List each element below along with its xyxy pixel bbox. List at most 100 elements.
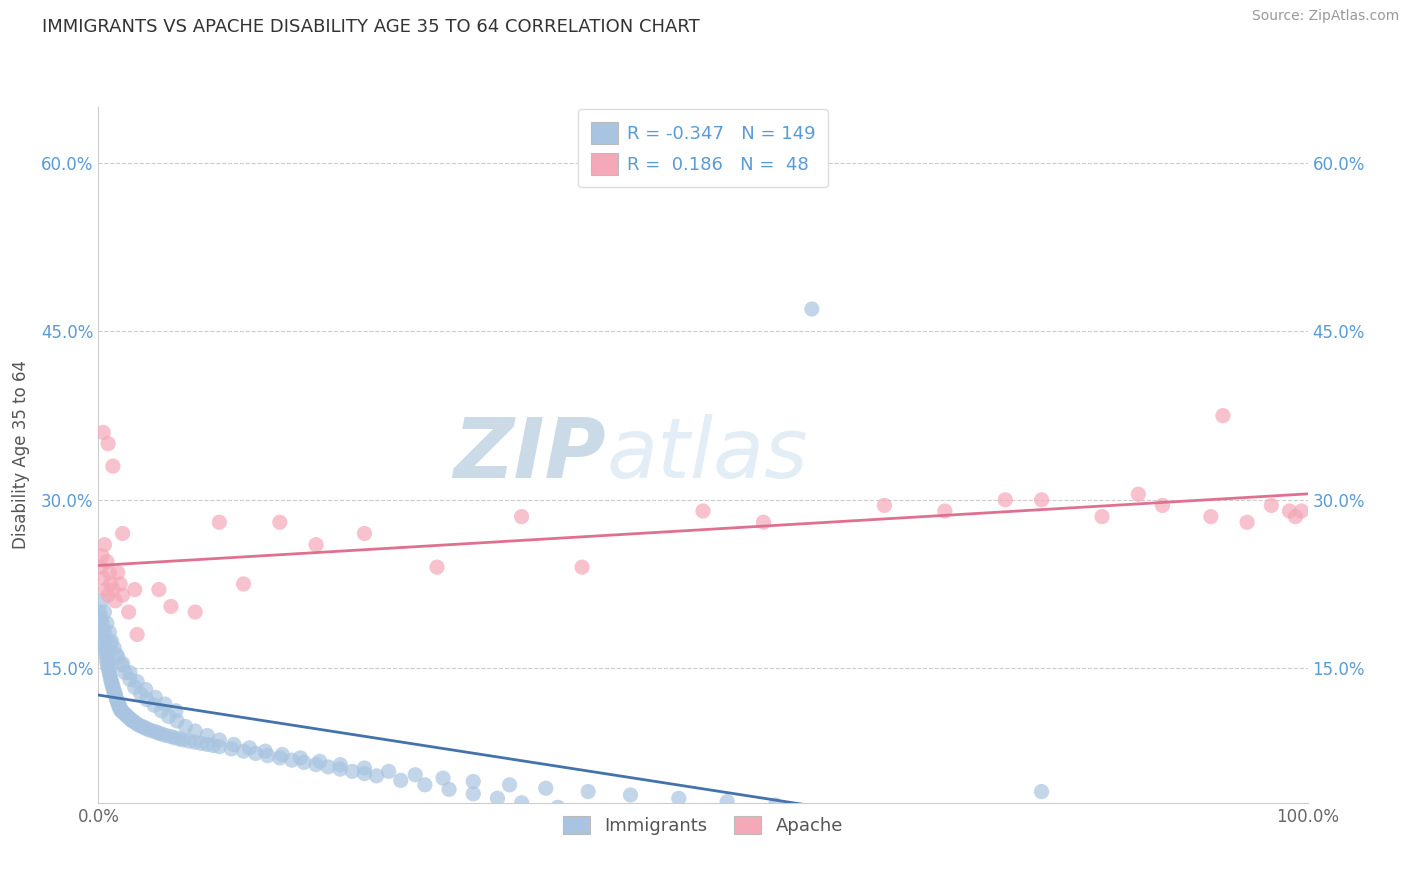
Point — [103, 686, 125, 700]
Point — [329, 757, 352, 772]
Point — [91, 627, 114, 641]
Point — [105, 692, 128, 706]
Point — [155, 729, 177, 743]
Point — [534, 781, 557, 796]
Point — [752, 515, 775, 529]
Point — [110, 704, 132, 718]
Point — [90, 560, 112, 574]
Point — [105, 691, 128, 706]
Point — [184, 723, 207, 738]
Point — [91, 616, 114, 631]
Point — [463, 787, 485, 801]
Point — [571, 560, 593, 574]
Point — [692, 813, 714, 827]
Point — [184, 605, 207, 619]
Point — [1236, 515, 1258, 529]
Point — [547, 800, 569, 814]
Point — [98, 666, 121, 681]
Point — [281, 753, 304, 767]
Point — [96, 652, 118, 666]
Point — [117, 709, 139, 723]
Point — [1031, 784, 1053, 798]
Point — [94, 648, 117, 662]
Point — [1115, 822, 1137, 837]
Point — [143, 690, 166, 705]
Point — [114, 707, 136, 722]
Point — [96, 616, 118, 631]
Point — [152, 727, 174, 741]
Point — [208, 733, 231, 747]
Point — [1284, 509, 1306, 524]
Point — [269, 515, 291, 529]
Point — [308, 754, 330, 768]
Text: Source: ZipAtlas.com: Source: ZipAtlas.com — [1251, 9, 1399, 23]
Point — [437, 782, 460, 797]
Point — [108, 703, 131, 717]
Point — [118, 605, 141, 619]
Point — [97, 588, 120, 602]
Point — [174, 719, 197, 733]
Point — [166, 714, 188, 728]
Point — [89, 605, 111, 619]
Point — [97, 436, 120, 450]
Point — [1152, 499, 1174, 513]
Point — [202, 739, 225, 753]
Point — [994, 492, 1017, 507]
Point — [160, 730, 183, 744]
Point — [108, 698, 131, 713]
Point — [377, 764, 399, 779]
Point — [245, 747, 267, 761]
Point — [134, 721, 156, 735]
Point — [90, 610, 112, 624]
Point — [91, 549, 114, 563]
Point — [195, 729, 218, 743]
Point — [111, 657, 134, 671]
Point — [118, 665, 141, 680]
Point — [93, 605, 115, 619]
Point — [254, 744, 277, 758]
Point — [108, 699, 131, 714]
Point — [486, 791, 509, 805]
Point — [91, 571, 114, 585]
Point — [112, 706, 135, 720]
Point — [195, 738, 218, 752]
Point — [101, 582, 124, 597]
Point — [498, 778, 520, 792]
Point — [148, 726, 170, 740]
Point — [305, 757, 328, 772]
Point — [576, 784, 599, 798]
Text: atlas: atlas — [606, 415, 808, 495]
Point — [1091, 509, 1114, 524]
Point — [1212, 409, 1234, 423]
Point — [510, 509, 533, 524]
Point — [692, 504, 714, 518]
Point — [107, 695, 129, 709]
Point — [98, 625, 121, 640]
Point — [127, 717, 149, 731]
Point — [124, 680, 146, 694]
Point — [100, 636, 122, 650]
Point — [208, 515, 231, 529]
Point — [135, 692, 157, 706]
Point — [97, 661, 120, 675]
Point — [1291, 504, 1313, 518]
Point — [124, 714, 146, 729]
Point — [103, 683, 125, 698]
Point — [96, 555, 118, 569]
Point — [353, 761, 375, 775]
Point — [169, 731, 191, 746]
Point — [131, 719, 153, 733]
Point — [91, 594, 114, 608]
Point — [305, 538, 328, 552]
Point — [1031, 492, 1053, 507]
Point — [111, 526, 134, 541]
Point — [107, 696, 129, 710]
Point — [145, 725, 167, 739]
Point — [124, 582, 146, 597]
Point — [91, 633, 114, 648]
Point — [172, 733, 194, 747]
Point — [100, 677, 122, 691]
Point — [121, 714, 143, 728]
Point — [432, 771, 454, 785]
Point — [353, 526, 375, 541]
